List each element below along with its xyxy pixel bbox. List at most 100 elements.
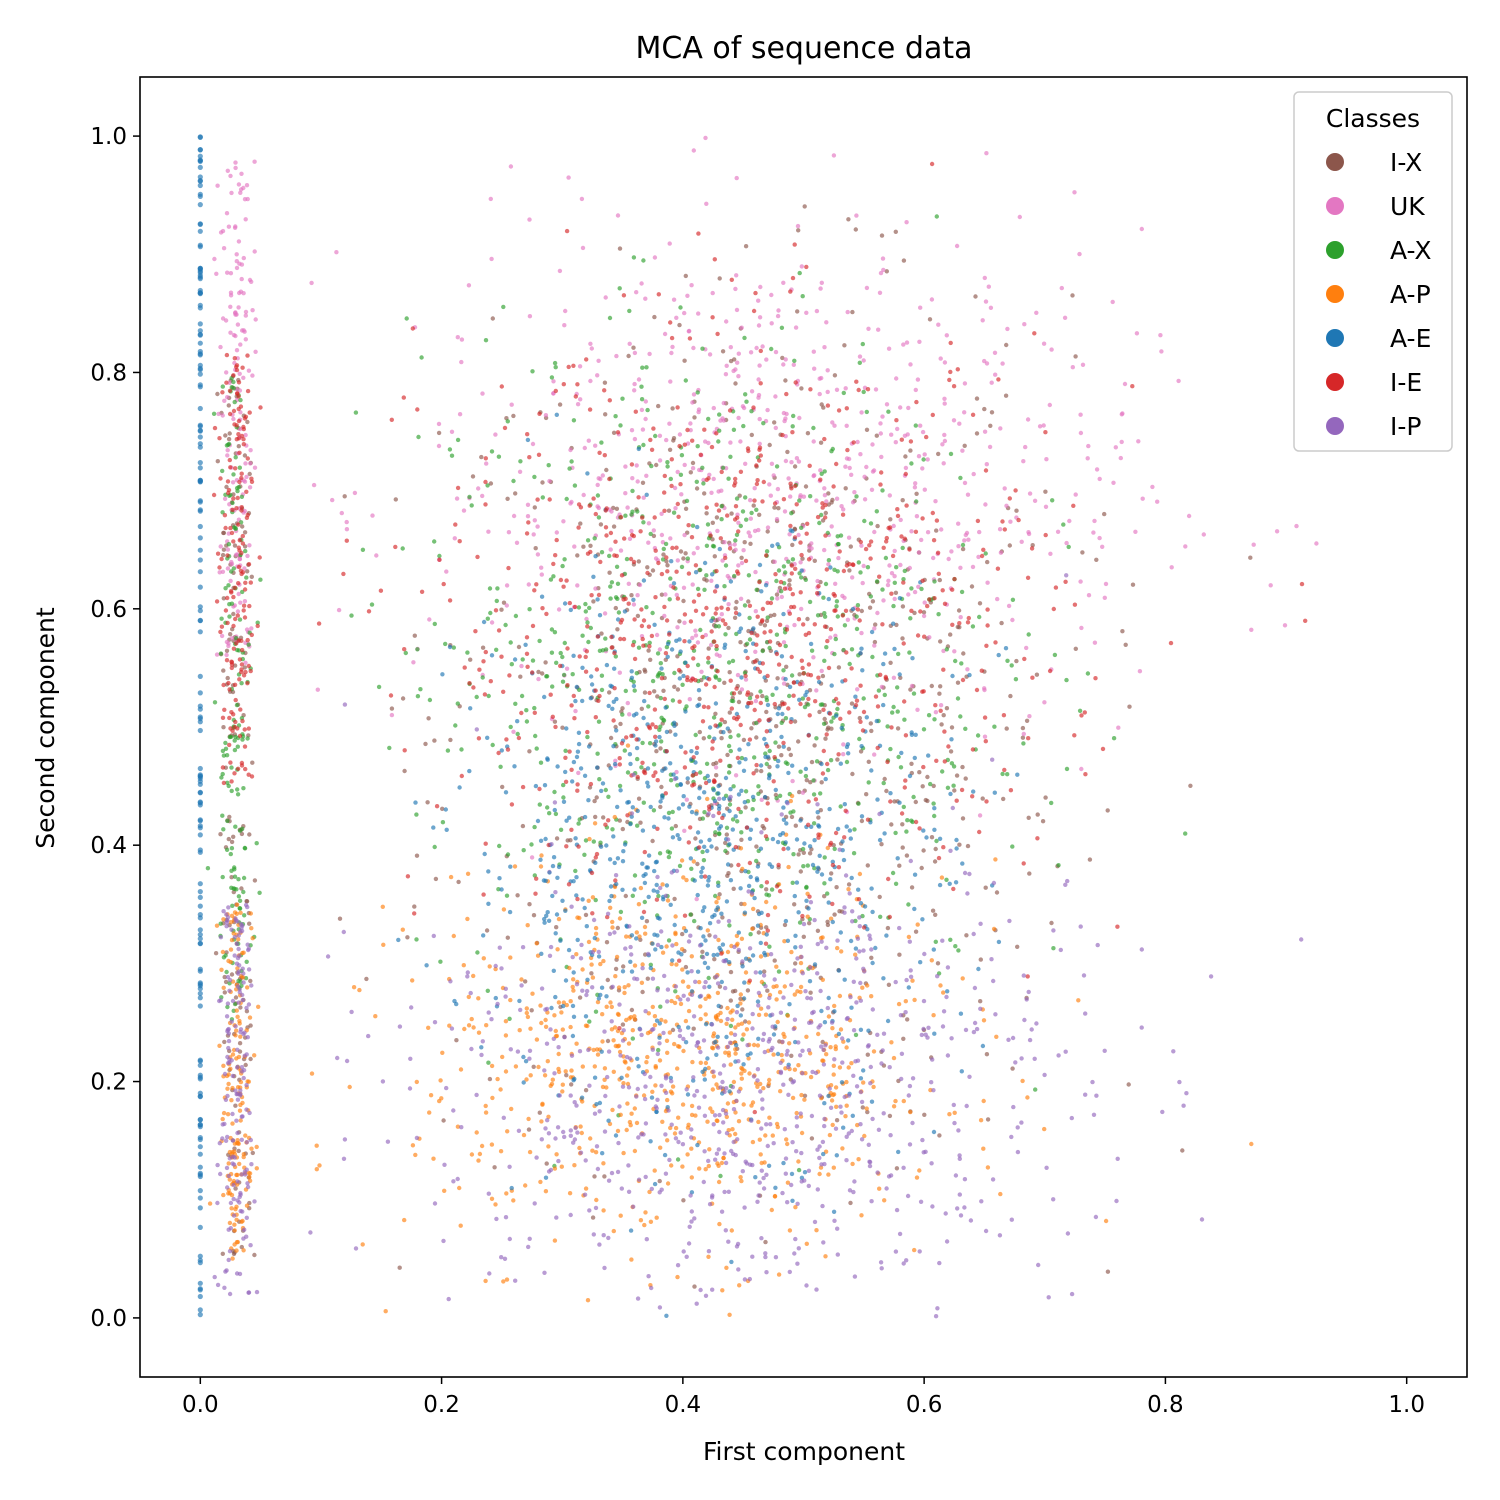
- data-point: [1282, 623, 1288, 628]
- data-point: [458, 1223, 463, 1228]
- data-point: [626, 1041, 632, 1046]
- data-point: [610, 925, 615, 930]
- data-point: [662, 815, 667, 820]
- data-point: [725, 1005, 730, 1011]
- data-point: [590, 1215, 596, 1220]
- data-point: [692, 878, 697, 883]
- data-point: [453, 723, 458, 728]
- data-point: [1076, 998, 1081, 1003]
- data-point: [1086, 443, 1091, 449]
- data-point: [632, 350, 638, 356]
- data-point: [828, 565, 833, 570]
- data-point: [1118, 455, 1124, 461]
- data-point: [554, 660, 559, 665]
- data-point: [667, 447, 673, 452]
- data-point: [1249, 627, 1254, 632]
- data-point: [669, 647, 675, 652]
- data-point: [516, 644, 522, 650]
- data-point: [774, 464, 780, 469]
- data-point: [468, 706, 473, 711]
- data-point: [865, 817, 871, 822]
- data-point: [246, 726, 251, 731]
- data-point: [872, 639, 878, 645]
- data-point: [690, 523, 696, 528]
- data-point: [908, 448, 913, 453]
- data-point: [473, 629, 478, 634]
- data-point: [775, 839, 781, 845]
- data-point: [983, 299, 989, 304]
- data-point: [415, 647, 420, 652]
- data-point: [730, 989, 736, 994]
- data-point: [743, 1019, 748, 1024]
- data-point: [667, 1030, 672, 1035]
- data-point: [512, 864, 518, 869]
- data-point: [952, 1110, 957, 1116]
- data-point: [933, 912, 938, 917]
- data-point: [722, 645, 727, 650]
- data-point: [227, 1177, 232, 1182]
- data-point: [748, 541, 753, 546]
- data-point: [844, 1103, 849, 1108]
- data-point: [872, 626, 877, 631]
- data-point: [242, 530, 248, 535]
- data-point: [231, 611, 236, 617]
- data-point: [737, 1283, 742, 1288]
- data-point: [645, 407, 650, 413]
- data-point: [746, 1056, 751, 1061]
- data-point: [220, 748, 226, 754]
- data-point: [508, 164, 514, 169]
- data-point: [874, 718, 879, 724]
- data-point: [229, 1098, 234, 1103]
- data-point: [970, 794, 975, 799]
- data-point: [1020, 735, 1026, 740]
- data-point: [741, 996, 747, 1001]
- data-point: [998, 1191, 1003, 1197]
- data-point: [841, 857, 847, 863]
- data-point: [939, 527, 944, 532]
- data-point: [798, 701, 803, 707]
- data-point: [197, 1090, 203, 1096]
- data-point: [950, 587, 955, 592]
- data-point: [1003, 393, 1009, 398]
- data-point: [245, 569, 250, 574]
- data-point: [708, 533, 713, 538]
- data-point: [850, 1113, 855, 1119]
- data-point: [652, 689, 657, 694]
- data-point: [818, 440, 824, 445]
- data-point: [631, 559, 637, 565]
- data-point: [985, 580, 990, 585]
- data-point: [721, 400, 726, 406]
- data-point: [232, 356, 237, 361]
- data-point: [723, 775, 729, 781]
- data-point: [751, 906, 756, 912]
- data-point: [197, 927, 203, 933]
- data-point: [767, 482, 772, 487]
- data-point: [679, 947, 685, 952]
- data-point: [713, 711, 718, 716]
- data-point: [236, 1148, 241, 1154]
- data-point: [883, 555, 889, 561]
- data-point: [1073, 492, 1078, 497]
- data-point: [897, 672, 902, 677]
- data-point: [716, 937, 721, 943]
- data-point: [360, 1242, 365, 1247]
- data-point: [963, 776, 968, 781]
- data-point: [728, 440, 733, 445]
- data-point: [583, 1088, 589, 1093]
- data-point: [698, 452, 703, 457]
- data-point: [235, 744, 240, 749]
- data-point: [765, 988, 770, 993]
- data-point: [729, 1031, 734, 1036]
- data-point: [547, 870, 552, 875]
- data-point: [992, 790, 997, 795]
- data-point: [714, 1118, 719, 1123]
- data-point: [248, 978, 253, 984]
- data-point: [860, 1105, 865, 1110]
- data-point: [556, 916, 562, 922]
- data-point: [698, 926, 703, 931]
- data-point: [895, 685, 900, 690]
- data-point: [551, 574, 556, 579]
- data-point: [515, 893, 520, 898]
- data-point: [908, 616, 913, 621]
- data-point: [985, 559, 990, 565]
